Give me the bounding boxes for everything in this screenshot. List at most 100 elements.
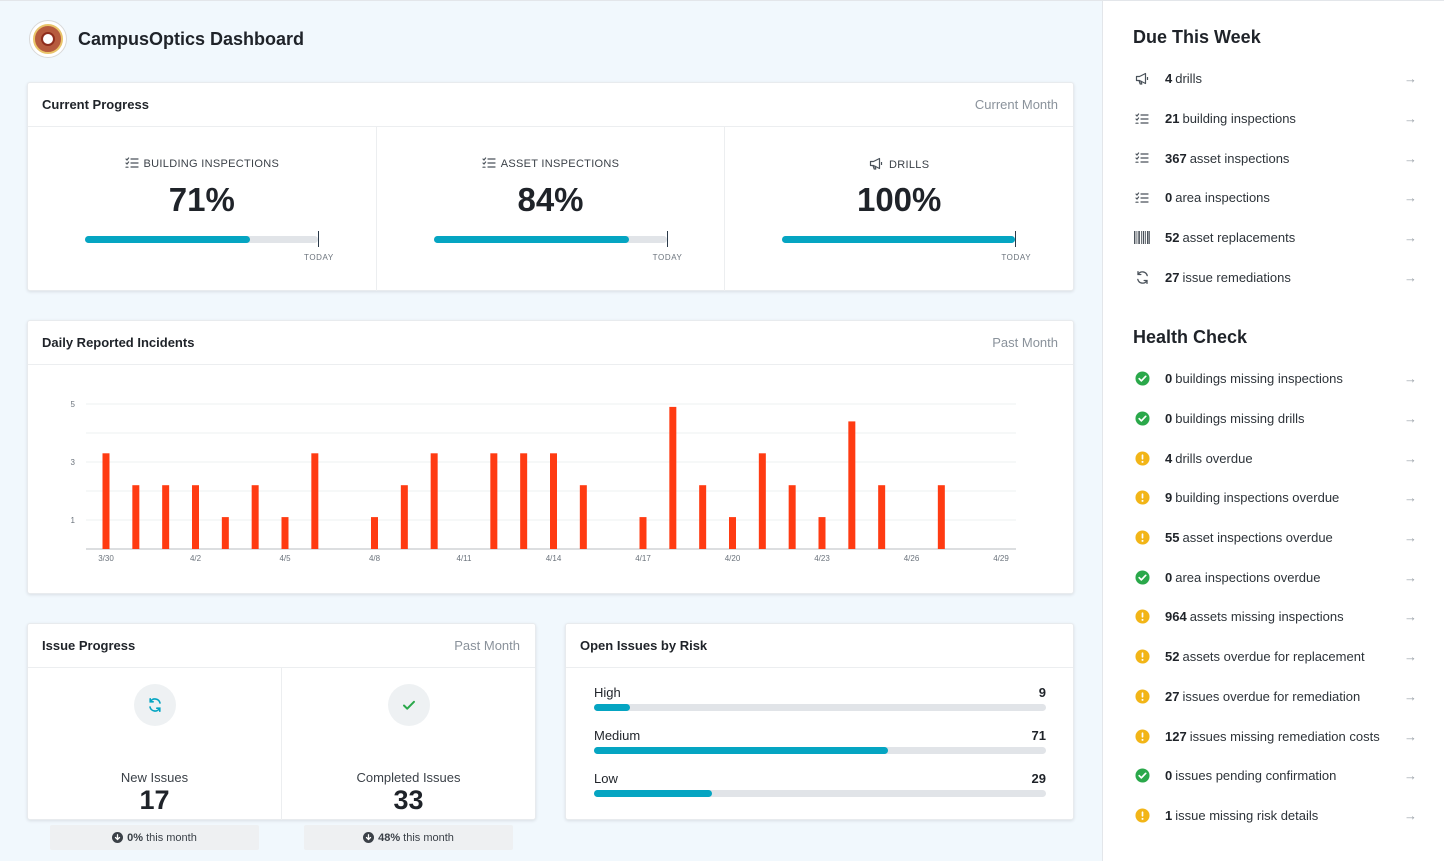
arrow-right-icon[interactable]: →	[1404, 411, 1417, 427]
metric-label: ASSET INSPECTIONS	[377, 157, 725, 170]
chart-bar[interactable]	[878, 485, 886, 549]
metric-label: BUILDING INSPECTIONS	[28, 157, 376, 170]
chart-bar[interactable]	[221, 517, 229, 549]
health-item[interactable]: 0 buildings missing drills →	[1131, 399, 1417, 439]
new-issues-count: 17	[139, 785, 170, 815]
today-label: TODAY	[1001, 253, 1032, 262]
health-item[interactable]: 52 assets overdue for replacement →	[1131, 637, 1417, 677]
arrow-right-icon[interactable]: →	[1404, 230, 1417, 246]
due-item-text: 52 asset replacements	[1165, 230, 1296, 246]
card-title: Open Issues by Risk	[580, 638, 708, 653]
chart-bar[interactable]	[371, 517, 378, 549]
open-issues-by-risk-card: Open Issues by Risk High 9 Medium 71 Low…	[565, 623, 1074, 820]
chart-bar[interactable]	[937, 485, 945, 549]
health-item-text: 0 issues pending confirmation	[1165, 768, 1337, 784]
chart-bar[interactable]	[281, 517, 289, 549]
chart-bar[interactable]	[311, 453, 319, 549]
arrow-right-icon[interactable]: →	[1404, 569, 1417, 585]
health-item[interactable]: 127 issues missing remediation costs →	[1131, 716, 1417, 756]
down-arrow-circle-icon	[112, 832, 124, 843]
warning-circle-icon	[1131, 451, 1153, 466]
health-item[interactable]: 964 assets missing inspections →	[1131, 597, 1417, 637]
arrow-right-icon[interactable]: →	[1404, 190, 1417, 206]
arrow-right-icon[interactable]: →	[1404, 807, 1417, 823]
metric-building-inspections[interactable]: BUILDING INSPECTIONS 71% TODAY	[28, 127, 377, 291]
health-item[interactable]: 0 buildings missing inspections →	[1131, 359, 1417, 399]
health-item-text: 0 buildings missing drills	[1165, 411, 1305, 427]
arrow-right-icon[interactable]: →	[1404, 450, 1417, 466]
risk-fill	[594, 704, 631, 711]
chart-bar[interactable]	[430, 453, 438, 549]
chart-bar[interactable]	[400, 485, 408, 549]
chart-bar[interactable]	[848, 421, 856, 549]
due-item[interactable]: 0 area inspections →	[1131, 178, 1417, 218]
refresh-icon	[1131, 270, 1153, 285]
health-item[interactable]: 1 issue missing risk details →	[1131, 796, 1417, 836]
current-progress-card: Current Progress Current Month BUILDING …	[27, 82, 1074, 291]
warning-circle-icon	[1131, 808, 1153, 823]
chart-bar[interactable]	[758, 453, 766, 549]
chart-bar[interactable]	[162, 485, 170, 549]
warning-circle-icon	[1131, 490, 1153, 505]
chart-bar[interactable]	[729, 517, 736, 549]
arrow-right-icon[interactable]: →	[1404, 649, 1417, 665]
health-item[interactable]: 0 issues pending confirmation →	[1131, 756, 1417, 796]
due-this-week-list: 4 drills → 21 building inspections → 367 as…	[1131, 59, 1417, 297]
health-item[interactable]: 55 asset inspections overdue →	[1131, 518, 1417, 558]
chart-bar[interactable]	[251, 485, 259, 549]
chart-bar[interactable]	[669, 406, 677, 549]
progress-fill	[85, 236, 251, 243]
arrow-right-icon[interactable]: →	[1404, 530, 1417, 546]
chart-bar[interactable]	[102, 453, 110, 549]
chart-bar[interactable]	[550, 453, 557, 549]
new-issues-panel[interactable]: New Issues 17 0% this month	[28, 668, 282, 850]
health-item[interactable]: 0 area inspections overdue →	[1131, 557, 1417, 597]
metric-asset-inspections[interactable]: ASSET INSPECTIONS 84% TODAY	[377, 127, 726, 291]
card-title: Daily Reported Incidents	[42, 335, 195, 350]
risk-count: 29	[1031, 771, 1046, 786]
progress-track	[433, 236, 667, 243]
new-issues-label: New Issues	[120, 770, 189, 785]
chart-bar[interactable]	[818, 517, 826, 549]
brand: CampusOptics Dashboard	[29, 20, 304, 58]
arrow-right-icon[interactable]: →	[1404, 71, 1417, 87]
chart-bar[interactable]	[520, 453, 528, 549]
chart-bar[interactable]	[579, 485, 587, 549]
health-item-text: 0 buildings missing inspections	[1165, 371, 1343, 387]
health-item-text: 127 issues missing remediation costs	[1165, 728, 1380, 744]
arrow-right-icon[interactable]: →	[1404, 269, 1417, 285]
due-item[interactable]: 52 asset replacements →	[1131, 218, 1417, 258]
arrow-right-icon[interactable]: →	[1404, 609, 1417, 625]
arrow-right-icon[interactable]: →	[1404, 150, 1417, 166]
due-item[interactable]: 27 issue remediations →	[1131, 257, 1417, 297]
chart-bar[interactable]	[639, 517, 647, 549]
chart-bar[interactable]	[490, 453, 498, 549]
risk-count: 71	[1031, 728, 1046, 743]
check-icon	[387, 684, 430, 726]
health-item-text: 27 issues overdue for remediation	[1165, 688, 1361, 704]
x-tick-label: 4/14	[546, 554, 562, 563]
health-item[interactable]: 4 drills overdue →	[1131, 438, 1417, 478]
due-item[interactable]: 4 drills →	[1131, 59, 1417, 99]
arrow-right-icon[interactable]: →	[1404, 111, 1417, 127]
metric-drills[interactable]: DRILLS 100% TODAY	[725, 127, 1073, 291]
arrow-right-icon[interactable]: →	[1404, 688, 1417, 704]
health-item-text: 9 building inspections overdue	[1165, 490, 1340, 506]
health-check-list: 0 buildings missing inspections → 0 buildi…	[1131, 359, 1417, 835]
chart-bar[interactable]	[132, 485, 140, 549]
chart-bar[interactable]	[192, 485, 199, 549]
arrow-right-icon[interactable]: →	[1404, 371, 1417, 387]
progress-track	[85, 236, 318, 243]
due-item[interactable]: 21 building inspections →	[1131, 99, 1417, 139]
warning-circle-icon	[1131, 530, 1153, 545]
chart-bar[interactable]	[699, 485, 707, 549]
chart-bar[interactable]	[788, 485, 796, 549]
arrow-right-icon[interactable]: →	[1404, 728, 1417, 744]
arrow-right-icon[interactable]: →	[1404, 490, 1417, 506]
arrow-right-icon[interactable]: →	[1404, 768, 1417, 784]
right-sidebar: Due This Week 4 drills → 21 building inspe…	[1102, 0, 1444, 861]
health-item[interactable]: 27 issues overdue for remediation →	[1131, 677, 1417, 717]
due-item[interactable]: 367 asset inspections →	[1131, 138, 1417, 178]
health-item[interactable]: 9 building inspections overdue →	[1131, 478, 1417, 518]
completed-issues-panel[interactable]: Completed Issues 33 48% this month	[282, 668, 535, 850]
